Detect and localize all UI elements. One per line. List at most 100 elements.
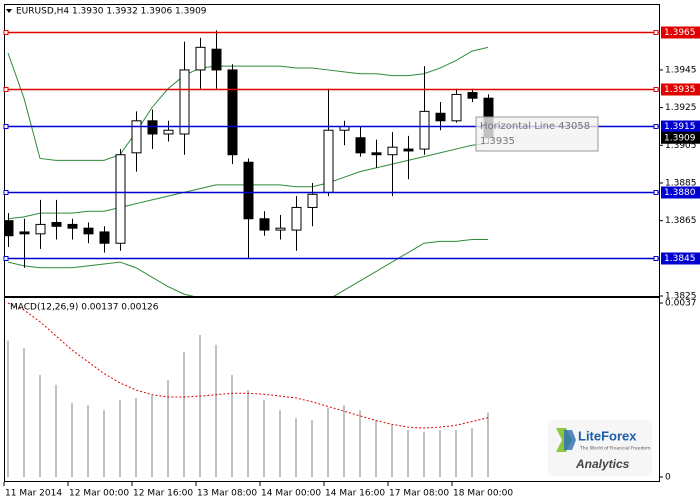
macd-bar <box>119 399 121 477</box>
line-label-box <box>661 186 700 199</box>
macd-bar <box>247 390 249 477</box>
line-label: 1.3845 <box>664 254 696 264</box>
candle-body <box>147 120 158 135</box>
chart-title: EURUSD,H4 1.3930 1.3932 1.3906 1.3909 <box>16 7 207 17</box>
tooltip: Horizontal Line 43058 1.3935 <box>475 116 599 152</box>
candle-body <box>67 223 78 229</box>
x-tick-label: 14 Mar 00:00 <box>261 489 321 499</box>
macd-bar <box>215 344 217 477</box>
candle-body <box>179 69 190 135</box>
line-anchor <box>653 256 659 261</box>
candle-body <box>99 231 110 244</box>
line-anchor <box>653 87 659 92</box>
macd-bar <box>343 405 345 477</box>
candle-body <box>451 93 462 122</box>
macd-label: MACD(12,26,9) 0.00137 0.00126 <box>10 303 159 313</box>
macd-bar <box>7 340 9 477</box>
line-anchor <box>3 256 9 261</box>
logo: LiteForex The World of Financial Freedom… <box>548 420 652 476</box>
candle-body <box>371 152 382 156</box>
candle-body <box>355 137 366 154</box>
candle-body <box>131 120 142 154</box>
macd-bar <box>263 399 265 477</box>
macd-bar <box>311 420 313 477</box>
macd-bar <box>391 424 393 477</box>
macd-bar <box>71 403 73 477</box>
line-label-box <box>661 26 700 39</box>
macd-bar <box>471 428 473 477</box>
candle-body <box>51 222 62 227</box>
candle-body <box>291 206 302 231</box>
candle-body <box>35 223 46 235</box>
line-anchor <box>653 190 659 195</box>
candle-body <box>211 48 222 71</box>
candle-body <box>227 69 238 156</box>
line-anchor <box>3 190 9 195</box>
macd-bar <box>375 420 377 477</box>
line-anchor <box>3 124 9 129</box>
macd-bar <box>103 410 105 477</box>
macd-bar <box>455 429 457 477</box>
x-tick-label: 12 Mar 00:00 <box>69 489 129 499</box>
y-tick-label: 1.3945 <box>665 65 697 75</box>
candle-body <box>19 231 30 235</box>
macd-bar <box>87 405 89 477</box>
last-price-label: 1.3909 <box>664 133 696 143</box>
x-tick-label: 17 Mar 08:00 <box>389 489 449 499</box>
band-lower <box>7 238 488 296</box>
tooltip-box <box>475 116 599 152</box>
candle-body <box>467 92 478 99</box>
x-tick-label: 14 Mar 16:00 <box>325 489 385 499</box>
logo-brand: LiteForex <box>578 428 637 443</box>
macd-bar <box>39 374 41 477</box>
menu-arrow <box>6 9 12 13</box>
x-tick-label: 12 Mar 16:00 <box>133 489 193 499</box>
macd-bar <box>199 334 201 477</box>
line-anchor <box>653 30 659 35</box>
macd-bar <box>151 395 153 477</box>
macd-signal <box>7 302 489 429</box>
main-panel <box>4 4 660 297</box>
candle-body <box>259 218 270 231</box>
macd-bar <box>55 384 57 477</box>
line-label-box <box>661 252 700 265</box>
candle-body <box>195 46 206 71</box>
y-tick-label: 1.3885 <box>665 178 697 188</box>
logo-back <box>548 420 652 476</box>
macd-bar <box>439 429 441 477</box>
candle-body <box>243 161 254 220</box>
candle-body <box>435 112 446 122</box>
candle-body <box>163 129 174 135</box>
candle-body <box>323 129 334 193</box>
macd-bar <box>423 431 425 477</box>
y-tick-label: 1.3925 <box>665 103 697 113</box>
candle-body <box>275 227 286 231</box>
candle-body <box>115 154 126 244</box>
macd-bar <box>407 429 409 477</box>
candle-body <box>387 146 398 156</box>
band-upper <box>7 46 489 161</box>
x-tick-label: 18 Mar 00:00 <box>453 489 513 499</box>
candle-body <box>307 193 318 208</box>
logo-tagline: The World of Financial Freedom <box>579 446 651 452</box>
line-anchor <box>3 30 9 35</box>
x-tick-label: 11 Mar 2014 <box>5 489 62 499</box>
candle-body <box>403 148 414 152</box>
macd-bar <box>279 410 281 477</box>
macd-bar <box>231 374 233 477</box>
last-price-box <box>661 131 700 144</box>
macd-bar <box>359 410 361 477</box>
x-tick-label: 13 Mar 08:00 <box>197 489 257 499</box>
macd-bar <box>487 412 489 477</box>
macd-tick-label: 0 <box>665 473 671 483</box>
macd-plot <box>7 302 489 477</box>
macd-tick-label: 0.0037 <box>665 299 697 309</box>
y-tick-label: 1.3865 <box>665 216 697 226</box>
tooltip-title: Horizontal Line 43058 <box>480 121 590 132</box>
macd-panel <box>4 297 660 482</box>
line-label: 1.3935 <box>664 85 696 95</box>
logo-icon <box>564 430 576 450</box>
macd-bar <box>295 418 297 477</box>
